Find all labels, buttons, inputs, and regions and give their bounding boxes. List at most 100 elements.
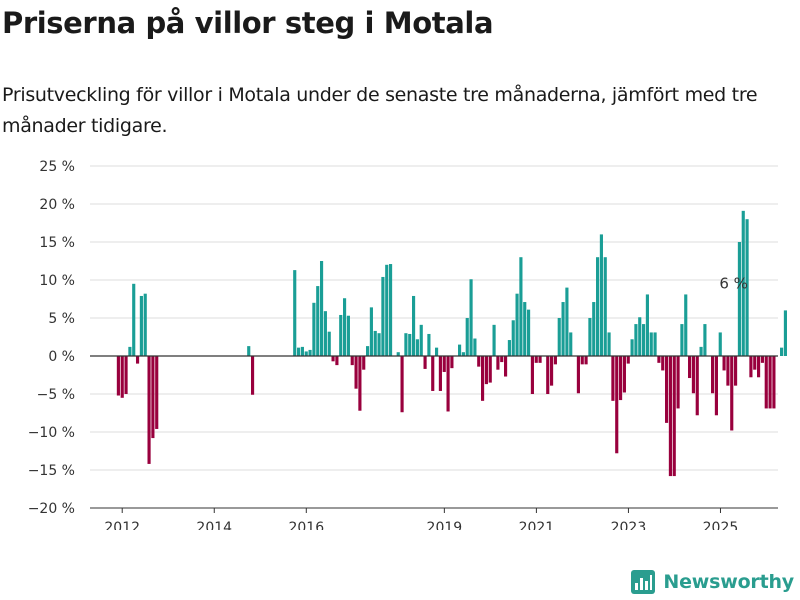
bar <box>596 257 600 356</box>
bar <box>300 346 304 356</box>
bar <box>553 356 557 365</box>
bar <box>500 356 504 363</box>
bar <box>354 356 358 389</box>
bar <box>584 356 588 365</box>
bar <box>484 356 488 385</box>
bar <box>120 356 124 398</box>
bar <box>373 330 377 356</box>
bar <box>465 318 469 356</box>
bar <box>250 356 255 395</box>
bar <box>511 320 515 356</box>
bar <box>645 294 649 356</box>
bar <box>423 356 427 369</box>
bar <box>124 356 128 394</box>
bar <box>668 356 672 477</box>
bar <box>780 347 784 356</box>
bar <box>764 356 768 409</box>
y-tick-label: −5 % <box>37 387 75 403</box>
bar <box>308 349 312 356</box>
bar <box>718 332 722 356</box>
bar <box>296 347 301 356</box>
bar <box>507 340 511 356</box>
bar <box>603 257 607 356</box>
x-tick-label: 2012 <box>104 520 140 530</box>
bar <box>676 356 680 409</box>
bar <box>619 356 623 401</box>
bar <box>381 276 385 356</box>
bar <box>665 356 669 423</box>
bar <box>749 356 753 378</box>
bar <box>737 242 741 356</box>
bar <box>519 257 523 356</box>
page-title: Priserna på villor steg i Motala <box>2 6 494 40</box>
bar <box>316 286 320 356</box>
bar <box>561 302 565 356</box>
y-tick-label: 25 % <box>39 159 75 175</box>
brand-logo: Newsworthy <box>631 570 794 594</box>
bar <box>523 302 527 356</box>
bar <box>642 324 646 356</box>
x-tick-label: 2023 <box>611 520 647 530</box>
bar <box>745 219 749 356</box>
bar <box>147 356 151 464</box>
bar <box>396 352 400 356</box>
x-tick-label: 2021 <box>519 520 555 530</box>
bar <box>504 356 508 377</box>
bar <box>703 324 707 356</box>
bar <box>446 356 450 412</box>
bar <box>377 333 381 356</box>
bar <box>546 356 550 394</box>
y-tick-label: 20 % <box>39 197 75 213</box>
bar <box>151 356 155 439</box>
bar <box>565 287 569 356</box>
bar <box>695 356 699 416</box>
bar <box>653 332 657 356</box>
bars <box>116 210 787 477</box>
bar <box>661 356 665 371</box>
bar <box>365 346 370 356</box>
bar <box>530 356 534 394</box>
y-tick-label: 5 % <box>48 311 75 327</box>
bar <box>757 356 761 378</box>
bar <box>369 307 373 356</box>
y-tick-label: 15 % <box>39 235 75 251</box>
y-tick-label: 10 % <box>39 273 75 289</box>
x-tick-label: 2014 <box>196 520 232 530</box>
bar <box>569 332 573 356</box>
bar <box>435 347 439 356</box>
bar <box>143 293 147 356</box>
bar <box>388 264 393 356</box>
bar <box>630 339 634 356</box>
bar <box>293 270 297 356</box>
bar <box>408 333 412 356</box>
bar <box>699 346 703 356</box>
bar <box>734 356 738 386</box>
y-tick-label: 0 % <box>48 349 75 365</box>
bar <box>576 356 580 394</box>
x-tick-label: 2019 <box>427 520 463 530</box>
bar <box>411 295 416 356</box>
bar <box>726 356 730 386</box>
bar <box>247 346 251 356</box>
bar <box>741 210 745 356</box>
bar <box>622 356 626 393</box>
bar <box>538 356 542 363</box>
y-tick-label: −10 % <box>28 425 75 441</box>
bar <box>431 356 435 391</box>
y-axis: 25 % 20 % 15 % 10 % 5 % 0 % −5 % −10 % −15 % −20 … <box>28 159 75 517</box>
bar <box>768 356 772 409</box>
bar <box>772 356 776 409</box>
bar <box>415 339 419 356</box>
bar <box>638 317 642 356</box>
bar <box>331 356 335 362</box>
bar <box>527 309 531 356</box>
bar <box>135 356 140 364</box>
bar <box>350 356 354 366</box>
bar <box>649 332 653 356</box>
bar <box>626 356 630 364</box>
bar <box>477 356 481 367</box>
bar <box>634 324 638 356</box>
newsworthy-logo-icon <box>631 570 656 594</box>
bar <box>657 356 661 363</box>
bar <box>385 264 389 356</box>
